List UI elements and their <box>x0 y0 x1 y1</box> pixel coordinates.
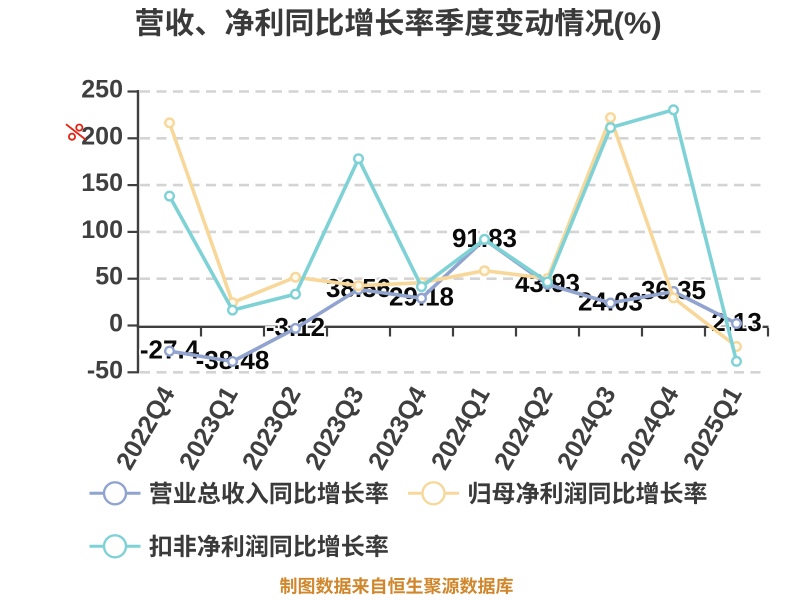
svg-text:91.83: 91.83 <box>452 223 517 253</box>
svg-text:150: 150 <box>81 169 123 197</box>
svg-text:-50: -50 <box>87 356 123 384</box>
svg-text:200: 200 <box>81 122 123 150</box>
svg-text:-38.48: -38.48 <box>196 345 270 375</box>
svg-text:250: 250 <box>81 76 123 104</box>
svg-text:0: 0 <box>109 310 123 338</box>
svg-text:100: 100 <box>81 216 123 244</box>
svg-text:50: 50 <box>95 263 123 291</box>
svg-text:(%): (%) <box>614 6 662 41</box>
svg-text:38.56: 38.56 <box>326 273 391 303</box>
